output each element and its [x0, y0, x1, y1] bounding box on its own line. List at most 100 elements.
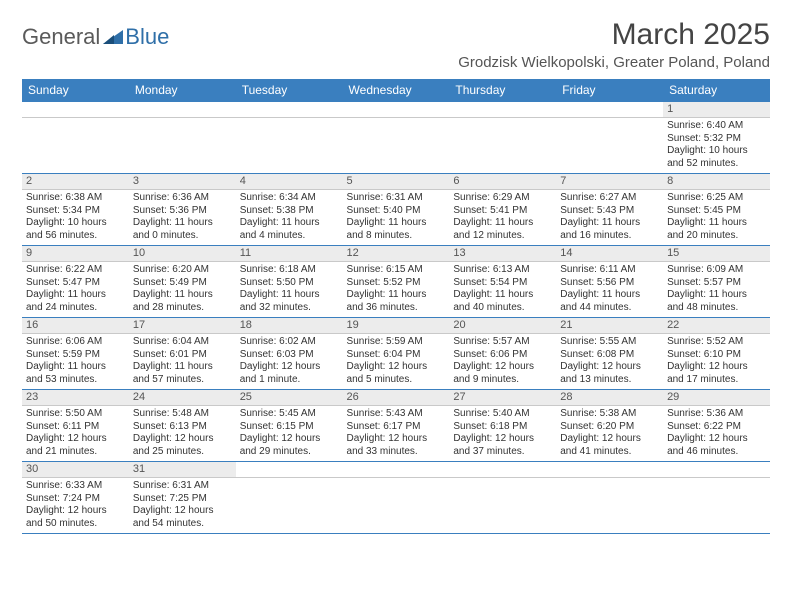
day-detail-line: Daylight: 11 hours	[26, 289, 125, 302]
day-detail-line: Sunrise: 6:34 AM	[240, 192, 339, 205]
week-daynum-row: 16171819202122	[22, 318, 770, 334]
day-number-cell: 7	[556, 174, 663, 190]
logo: General Blue	[22, 24, 169, 50]
day-details-cell: Sunrise: 6:40 AMSunset: 5:32 PMDaylight:…	[663, 118, 770, 174]
day-number-cell	[236, 102, 343, 118]
weekday-header: Tuesday	[236, 79, 343, 102]
week-daynum-row: 23242526272829	[22, 390, 770, 406]
header: General Blue March 2025	[22, 18, 770, 52]
day-detail-line: and 8 minutes.	[347, 230, 446, 243]
day-number-cell: 30	[22, 462, 129, 478]
day-details-cell	[343, 118, 450, 174]
day-detail-line: and 25 minutes.	[133, 446, 232, 459]
day-detail-line: Sunrise: 6:40 AM	[667, 120, 766, 133]
day-detail-line: Daylight: 10 hours	[26, 217, 125, 230]
day-detail-line: Sunrise: 5:45 AM	[240, 408, 339, 421]
day-detail-line: Sunrise: 6:20 AM	[133, 264, 232, 277]
day-details-cell: Sunrise: 6:27 AMSunset: 5:43 PMDaylight:…	[556, 190, 663, 246]
day-detail-line: and 54 minutes.	[133, 518, 232, 531]
day-detail-line: Sunset: 6:01 PM	[133, 349, 232, 362]
day-detail-line: Daylight: 11 hours	[347, 289, 446, 302]
day-details-cell: Sunrise: 5:55 AMSunset: 6:08 PMDaylight:…	[556, 334, 663, 390]
day-details-cell: Sunrise: 6:33 AMSunset: 7:24 PMDaylight:…	[22, 478, 129, 534]
day-details-cell: Sunrise: 5:48 AMSunset: 6:13 PMDaylight:…	[129, 406, 236, 462]
day-details-cell	[449, 478, 556, 534]
day-details-cell: Sunrise: 6:11 AMSunset: 5:56 PMDaylight:…	[556, 262, 663, 318]
day-detail-line: Sunset: 5:52 PM	[347, 277, 446, 290]
day-detail-line: Sunset: 5:40 PM	[347, 205, 446, 218]
day-details-cell: Sunrise: 5:50 AMSunset: 6:11 PMDaylight:…	[22, 406, 129, 462]
day-detail-line: Sunset: 5:57 PM	[667, 277, 766, 290]
day-number-cell	[556, 102, 663, 118]
day-detail-line: Daylight: 11 hours	[133, 361, 232, 374]
day-number-cell: 24	[129, 390, 236, 406]
day-detail-line: and 9 minutes.	[453, 374, 552, 387]
day-detail-line: Daylight: 11 hours	[133, 289, 232, 302]
day-details-cell: Sunrise: 5:38 AMSunset: 6:20 PMDaylight:…	[556, 406, 663, 462]
day-detail-line: Sunrise: 6:06 AM	[26, 336, 125, 349]
day-details-cell: Sunrise: 6:25 AMSunset: 5:45 PMDaylight:…	[663, 190, 770, 246]
day-detail-line: Daylight: 11 hours	[453, 289, 552, 302]
day-detail-line: Sunrise: 6:33 AM	[26, 480, 125, 493]
day-detail-line: and 36 minutes.	[347, 302, 446, 315]
day-detail-line: Daylight: 12 hours	[240, 361, 339, 374]
day-detail-line: and 28 minutes.	[133, 302, 232, 315]
day-details-cell: Sunrise: 6:18 AMSunset: 5:50 PMDaylight:…	[236, 262, 343, 318]
day-detail-line: and 5 minutes.	[347, 374, 446, 387]
week-daynum-row: 1	[22, 102, 770, 118]
day-detail-line: Daylight: 11 hours	[453, 217, 552, 230]
day-number-cell: 3	[129, 174, 236, 190]
day-detail-line: Sunset: 5:59 PM	[26, 349, 125, 362]
day-detail-line: Daylight: 11 hours	[133, 217, 232, 230]
day-number-cell	[343, 102, 450, 118]
day-detail-line: Sunset: 5:54 PM	[453, 277, 552, 290]
day-details-cell	[663, 478, 770, 534]
day-number-cell: 14	[556, 246, 663, 262]
day-detail-line: Sunset: 6:17 PM	[347, 421, 446, 434]
day-detail-line: Sunrise: 6:25 AM	[667, 192, 766, 205]
day-details-cell	[22, 118, 129, 174]
day-detail-line: Sunset: 5:56 PM	[560, 277, 659, 290]
day-detail-line: Sunrise: 6:13 AM	[453, 264, 552, 277]
day-detail-line: Sunrise: 6:29 AM	[453, 192, 552, 205]
day-detail-line: and 1 minute.	[240, 374, 339, 387]
day-detail-line: Daylight: 10 hours	[667, 145, 766, 158]
day-detail-line: Daylight: 12 hours	[26, 505, 125, 518]
day-detail-line: Daylight: 11 hours	[26, 361, 125, 374]
day-detail-line: Sunrise: 5:52 AM	[667, 336, 766, 349]
day-detail-line: Sunset: 6:20 PM	[560, 421, 659, 434]
day-details-cell: Sunrise: 6:31 AMSunset: 7:25 PMDaylight:…	[129, 478, 236, 534]
day-details-cell	[556, 478, 663, 534]
day-detail-line: Sunrise: 6:31 AM	[347, 192, 446, 205]
day-detail-line: and 53 minutes.	[26, 374, 125, 387]
day-detail-line: Sunset: 5:49 PM	[133, 277, 232, 290]
day-detail-line: and 12 minutes.	[453, 230, 552, 243]
day-number-cell	[236, 462, 343, 478]
day-detail-line: Sunset: 5:50 PM	[240, 277, 339, 290]
day-details-cell: Sunrise: 6:02 AMSunset: 6:03 PMDaylight:…	[236, 334, 343, 390]
day-details-cell: Sunrise: 6:38 AMSunset: 5:34 PMDaylight:…	[22, 190, 129, 246]
day-details-cell	[556, 118, 663, 174]
day-detail-line: Daylight: 12 hours	[453, 433, 552, 446]
day-number-cell: 13	[449, 246, 556, 262]
day-detail-line: Daylight: 12 hours	[667, 361, 766, 374]
day-number-cell	[449, 102, 556, 118]
day-detail-line: Sunset: 6:18 PM	[453, 421, 552, 434]
day-detail-line: and 52 minutes.	[667, 158, 766, 171]
day-number-cell: 19	[343, 318, 450, 334]
day-number-cell: 18	[236, 318, 343, 334]
day-number-cell: 12	[343, 246, 450, 262]
day-number-cell	[556, 462, 663, 478]
week-details-row: Sunrise: 6:38 AMSunset: 5:34 PMDaylight:…	[22, 190, 770, 246]
weekday-header: Thursday	[449, 79, 556, 102]
week-daynum-row: 2345678	[22, 174, 770, 190]
day-detail-line: Sunrise: 5:55 AM	[560, 336, 659, 349]
day-number-cell: 11	[236, 246, 343, 262]
day-detail-line: and 17 minutes.	[667, 374, 766, 387]
day-detail-line: Daylight: 12 hours	[560, 433, 659, 446]
day-detail-line: Daylight: 12 hours	[667, 433, 766, 446]
day-detail-line: Daylight: 12 hours	[453, 361, 552, 374]
day-number-cell: 5	[343, 174, 450, 190]
day-details-cell: Sunrise: 5:52 AMSunset: 6:10 PMDaylight:…	[663, 334, 770, 390]
day-details-cell: Sunrise: 6:34 AMSunset: 5:38 PMDaylight:…	[236, 190, 343, 246]
